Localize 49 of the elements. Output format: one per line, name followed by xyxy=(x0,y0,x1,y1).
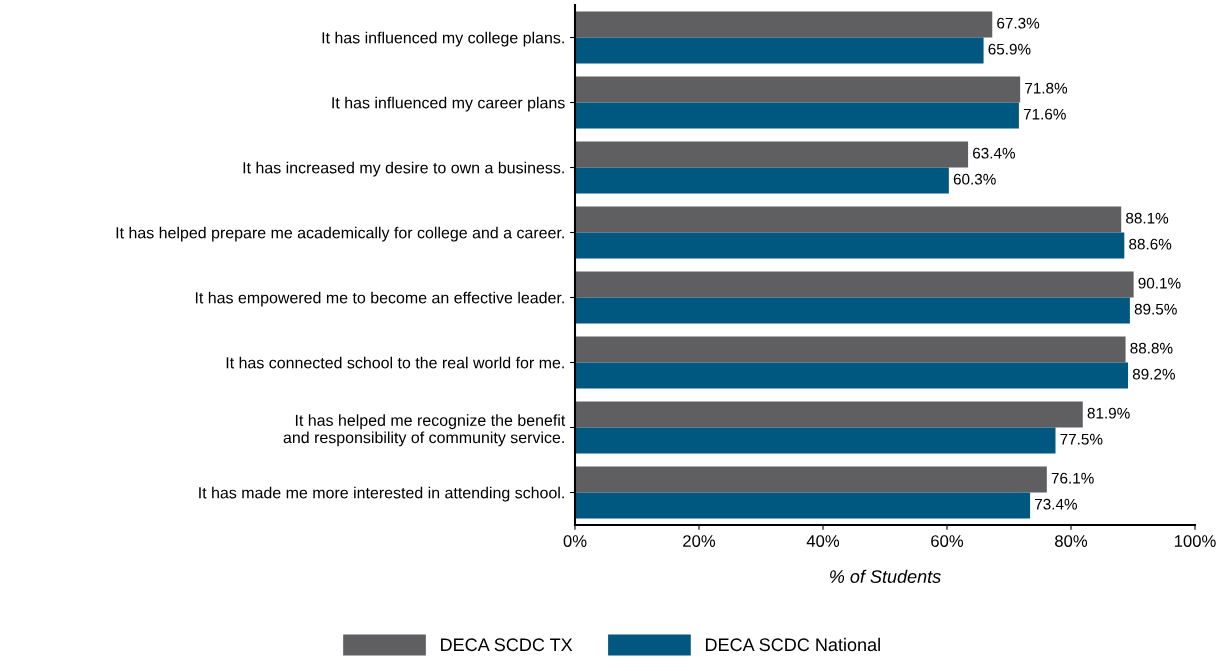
data-label: 90.1% xyxy=(1138,277,1181,289)
bar xyxy=(575,167,949,194)
data-label: 88.8% xyxy=(1130,342,1173,354)
bar xyxy=(575,492,1031,519)
data-label: 67.3% xyxy=(997,17,1040,29)
bar xyxy=(575,362,1129,389)
y-tick-label: It has made me more interested in attending school. xyxy=(199,486,564,502)
y-tick-label: It has connected school to the real world for me. xyxy=(226,356,564,369)
data-label: 63.4% xyxy=(973,147,1016,159)
bar xyxy=(575,401,1083,428)
x-tick-label: 20% xyxy=(683,535,716,547)
x-tick-label: 0% xyxy=(563,535,587,547)
legend-label: DECA SCDC National xyxy=(705,637,880,652)
data-label: 71.6% xyxy=(1023,108,1066,120)
data-label: 65.9% xyxy=(988,43,1031,55)
y-tick-label: It has influenced my career plans xyxy=(332,96,565,112)
data-label: 71.8% xyxy=(1025,82,1068,94)
data-label: 60.3% xyxy=(953,173,996,185)
data-label: 89.2% xyxy=(1132,368,1175,380)
bar xyxy=(575,141,969,168)
bar xyxy=(575,466,1047,493)
bar xyxy=(575,427,1056,454)
y-tick-label: It has influenced my college plans. xyxy=(322,31,564,47)
bar xyxy=(575,76,1021,103)
y-tick-label: It has empowered me to become an effective leader. xyxy=(195,291,564,307)
x-tick-label: 40% xyxy=(806,535,840,547)
data-label: 73.4% xyxy=(1035,498,1078,510)
data-label: 88.6% xyxy=(1129,238,1172,250)
bar xyxy=(575,271,1134,298)
bar xyxy=(575,336,1126,363)
data-label: 81.9% xyxy=(1087,407,1130,419)
bar xyxy=(575,206,1122,233)
x-tick-label: 80% xyxy=(1055,535,1088,547)
bar xyxy=(575,37,984,64)
data-label: 76.1% xyxy=(1051,472,1094,484)
bar xyxy=(575,232,1125,259)
data-label: 88.1% xyxy=(1126,212,1169,224)
x-axis-title: % of Students xyxy=(830,569,941,583)
bar xyxy=(575,297,1130,324)
data-label: 77.5% xyxy=(1060,433,1103,445)
y-tick-label: It has increased my desire to own a business. xyxy=(243,161,564,177)
bar xyxy=(575,11,993,38)
x-tick-label: 100% xyxy=(1174,535,1216,547)
legend-label: DECA SCDC TX xyxy=(441,638,573,652)
y-tick-label: It has helped prepare me academically for college and a career. xyxy=(116,226,564,242)
bar xyxy=(575,102,1019,129)
y-tick-label: It has helped me recognize the benefit and responsibility of community service. xyxy=(283,414,566,447)
x-tick-label: 60% xyxy=(931,535,964,547)
data-label: 89.5% xyxy=(1134,303,1177,315)
